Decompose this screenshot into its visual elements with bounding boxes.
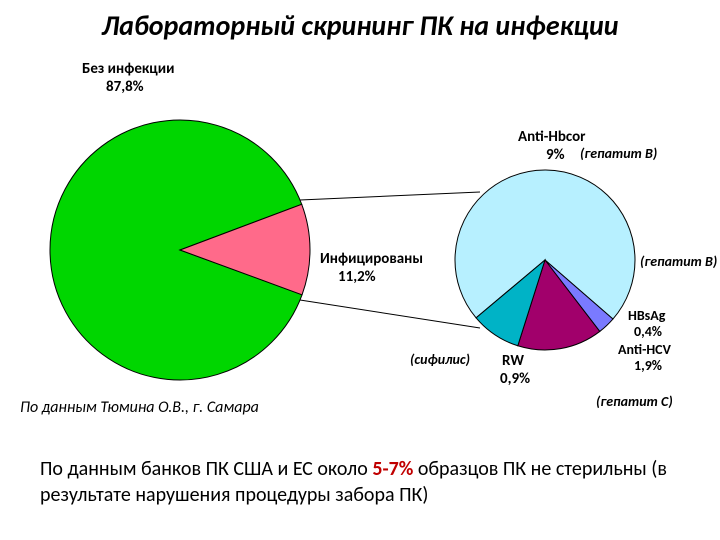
label-rw-note: (сифилис) bbox=[410, 352, 470, 369]
label-hbsag-note: (гепатит В) bbox=[640, 254, 717, 271]
label-anti-hbcor-pct: 9% bbox=[546, 146, 565, 164]
label-hep-c-note: (гепатит С) bbox=[596, 394, 673, 411]
credit-line: По данным Тюмина О.В., г. Самара bbox=[20, 398, 259, 417]
body-text-accent: 5-7% bbox=[372, 457, 413, 481]
label-no-infection-pct: 87,8% bbox=[106, 78, 144, 96]
label-infected-pct: 11,2% bbox=[338, 268, 376, 286]
slide-title: Лабораторный скрининг ПК на инфекции bbox=[20, 8, 700, 43]
body-text-before: По данным банков ПК США и ЕС около bbox=[40, 457, 372, 481]
label-rw-pct: 0,9% bbox=[500, 370, 530, 388]
label-anti-hbcor-note: (гепатит В) bbox=[580, 146, 657, 163]
label-no-infection-name: Без инфекции bbox=[82, 60, 174, 78]
label-anti-hcv-pct: 1,9% bbox=[634, 358, 662, 375]
main-pie-chart bbox=[0, 80, 360, 480]
label-hbsag-pct: 0,4% bbox=[634, 324, 662, 341]
label-infected-name: Инфицированы bbox=[320, 250, 423, 268]
label-rw-name: RW bbox=[502, 352, 524, 370]
body-text: По данным банков ПК США и ЕС около 5-7% … bbox=[40, 456, 680, 508]
label-anti-hbcor-name: Anti-Hbcor bbox=[518, 128, 586, 146]
